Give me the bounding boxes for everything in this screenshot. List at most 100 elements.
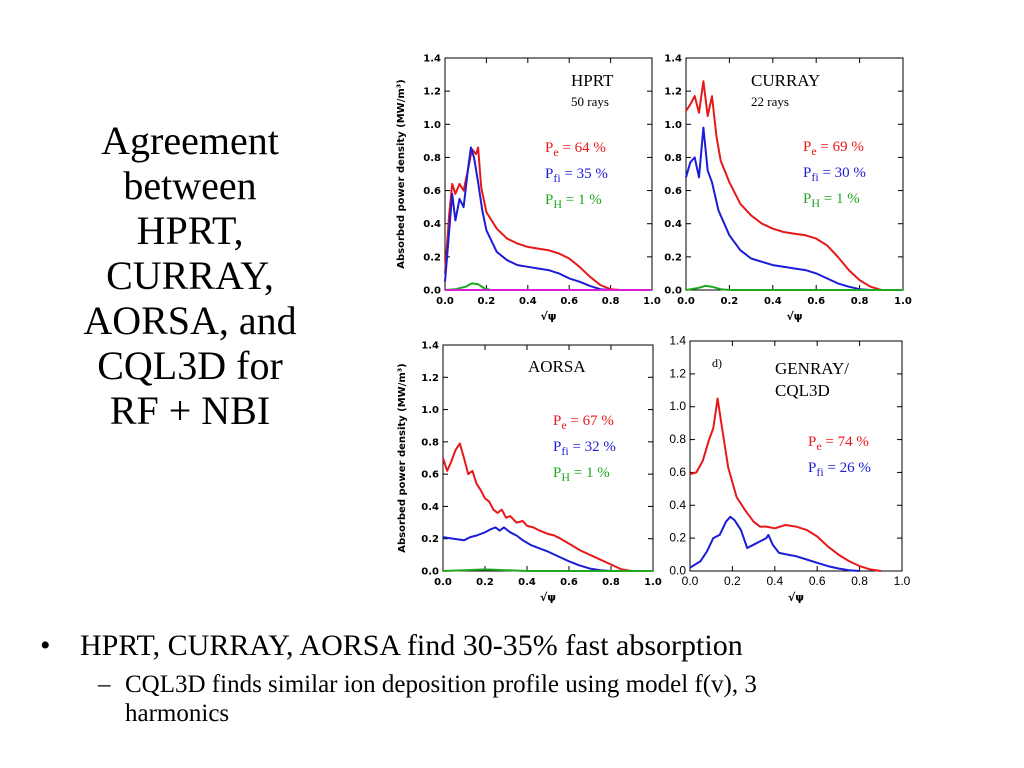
y-tick-label: 1.0 <box>423 120 441 131</box>
series-line <box>444 146 622 291</box>
series-line <box>444 146 611 291</box>
series-line <box>442 568 653 572</box>
x-tick-label: 0.2 <box>721 296 739 307</box>
y-tick-label: 1.4 <box>664 54 682 65</box>
plot-frame <box>442 344 654 572</box>
panel-subtitle: 22 rays <box>751 94 789 109</box>
series-line <box>689 515 860 572</box>
power-fraction-annotation: Pe = 64 % <box>545 140 606 159</box>
x-tick-label: 0.2 <box>724 574 741 588</box>
panel-title: GENRAY/ <box>775 359 849 378</box>
y-tick-label: 1.0 <box>669 399 686 413</box>
x-tick-label: 0.4 <box>766 574 783 588</box>
y-tick-label: 0.8 <box>423 153 441 164</box>
y-tick-label: 0.0 <box>421 567 439 578</box>
y-tick-label: 0.2 <box>421 534 439 545</box>
series-line <box>685 126 871 291</box>
panel-subtitle: CQL3D <box>775 381 830 400</box>
y-tick-label: 0.8 <box>421 437 439 448</box>
title-line: AORSA, and <box>83 298 297 343</box>
sub-bullet-dash: – <box>98 671 111 698</box>
y-tick-label: 0.8 <box>669 432 686 446</box>
title-line: between <box>123 163 257 208</box>
bullet-dot: • <box>40 629 51 662</box>
bullet-list: • HPRT, CURRAY, AORSA find 30-35% fast a… <box>40 628 1015 728</box>
x-tick-label: 0.2 <box>476 577 494 588</box>
x-tick-label: 0.8 <box>851 296 869 307</box>
x-axis-label: √ψ <box>786 310 802 323</box>
x-tick-label: 1.0 <box>894 574 911 588</box>
x-tick-label: 0.0 <box>682 574 699 588</box>
y-tick-label: 1.2 <box>669 366 686 380</box>
x-tick-label: 0.6 <box>809 574 826 588</box>
x-tick-label: 0.8 <box>851 574 868 588</box>
y-tick-label: 1.2 <box>423 87 441 98</box>
y-tick-label: 1.2 <box>664 87 682 98</box>
x-tick-label: 0.0 <box>434 577 452 588</box>
y-tick-label: 0.0 <box>423 286 441 297</box>
series-line <box>685 80 882 291</box>
x-axis-label: √ψ <box>788 591 804 604</box>
slide-title: Agreement between HPRT, CURRAY, AORSA, a… <box>40 118 340 433</box>
four-panel-figure: 0.0 0.2 0.4 0.6 0.8 1.0 1.2 1.4 0.0 0.2 0.4 0.6 0.8 1… <box>396 54 912 605</box>
y-tick-label: 1.2 <box>421 373 439 384</box>
x-tick-label: 0.6 <box>560 296 578 307</box>
bullet-text: HPRT, CURRAY, AORSA find 30-35% fast abs… <box>80 629 743 662</box>
y-tick-label: 0.6 <box>664 186 682 197</box>
bullet-item: • HPRT, CURRAY, AORSA find 30-35% fast a… <box>40 628 1015 664</box>
y-tick-label: 0.4 <box>669 498 686 512</box>
power-fraction-annotation: Pfi = 30 % <box>803 165 866 184</box>
y-tick-label: 0.4 <box>423 219 441 230</box>
y-tick-label: 0.6 <box>669 465 686 479</box>
panel-label: d) <box>712 356 722 370</box>
x-tick-label: 0.2 <box>478 296 496 307</box>
y-tick-label: 1.4 <box>421 341 439 352</box>
x-tick-label: 0.8 <box>602 296 620 307</box>
y-axis-label: Absorbed power density (MW/m³) <box>396 79 407 269</box>
y-tick-label: 0.6 <box>423 186 441 197</box>
x-axis-label: √ψ <box>540 591 556 604</box>
power-fraction-annotation: Pfi = 32 % <box>553 439 616 458</box>
title-line: HPRT, <box>136 208 244 253</box>
y-tick-label: 1.0 <box>421 405 439 416</box>
title-line: CQL3D for <box>97 343 283 388</box>
plot-frame <box>685 57 904 291</box>
panel-subtitle: 50 rays <box>571 94 609 109</box>
y-tick-label: 1.4 <box>669 334 686 348</box>
x-tick-label: 0.6 <box>807 296 825 307</box>
y-tick-label: 0.2 <box>664 252 682 263</box>
power-fraction-annotation: PH = 1 % <box>545 192 602 211</box>
panel-title: AORSA <box>528 357 586 376</box>
series-line <box>685 284 903 291</box>
series-line <box>442 526 612 572</box>
y-tick-label: 0.6 <box>421 470 439 481</box>
x-tick-label: 1.0 <box>894 296 912 307</box>
plot-frame <box>689 340 903 572</box>
panel-title: CURRAY <box>751 71 820 90</box>
y-tick-label: 0.0 <box>664 286 682 297</box>
title-line: RF + NBI <box>109 388 271 433</box>
y-tick-label: 0.0 <box>669 564 686 578</box>
y-tick-label: 0.4 <box>421 502 439 513</box>
x-tick-label: 0.6 <box>560 577 578 588</box>
x-tick-label: 0.0 <box>436 296 454 307</box>
power-fraction-annotation: Pfi = 35 % <box>545 166 608 185</box>
power-fraction-annotation: PH = 1 % <box>553 465 610 484</box>
panel-title: HPRT <box>571 71 614 90</box>
x-tick-label: 1.0 <box>644 577 662 588</box>
series-line <box>689 397 881 572</box>
y-tick-label: 0.8 <box>664 153 682 164</box>
title-line: CURRAY, <box>106 253 274 298</box>
x-tick-label: 0.8 <box>602 577 620 588</box>
title-line: Agreement <box>101 118 279 163</box>
power-fraction-annotation: Pfi = 26 % <box>808 460 871 479</box>
y-tick-label: 0.4 <box>664 219 682 230</box>
sub-bullet-text: harmonics <box>125 700 230 727</box>
x-tick-label: 1.0 <box>643 296 661 307</box>
x-tick-label: 0.4 <box>764 296 782 307</box>
power-fraction-annotation: Pe = 67 % <box>553 413 614 432</box>
y-axis-label: Absorbed power density (MW/m³) <box>397 363 408 553</box>
sub-bullet-item: – CQL3D finds similar ion deposition pro… <box>40 670 1015 728</box>
y-tick-label: 0.2 <box>423 252 441 263</box>
power-fraction-annotation: Pe = 74 % <box>808 434 869 453</box>
